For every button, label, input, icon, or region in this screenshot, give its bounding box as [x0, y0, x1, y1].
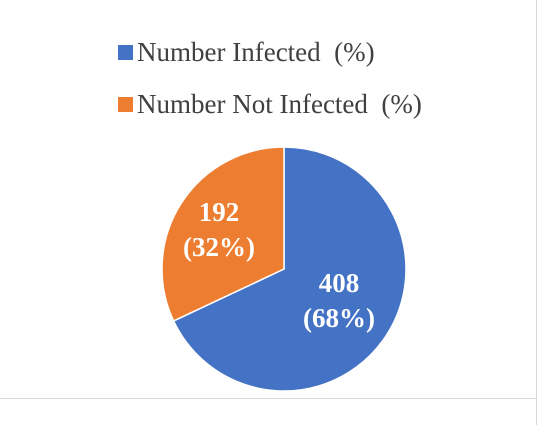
chart-legend: Number Infected (%) Number Not Infected …	[118, 26, 422, 130]
data-label-value-infected: 408	[319, 268, 360, 298]
legend-item-not-infected: Number Not Infected (%)	[118, 78, 422, 130]
data-label-not-infected: 192 (32%)	[183, 197, 255, 262]
data-label-percent-not-infected: (32%)	[183, 232, 255, 262]
plot-frame-bottom-edge	[0, 398, 537, 399]
plot-frame-right-edge	[536, 0, 537, 425]
legend-item-infected: Number Infected (%)	[118, 26, 422, 78]
legend-label-not-infected: Number Not Infected (%)	[137, 88, 422, 119]
pie-slice-infected	[172, 146, 407, 392]
data-label-infected: 408 (68%)	[303, 268, 375, 333]
legend-label-infected: Number Infected (%)	[137, 36, 375, 67]
data-label-percent-infected: (68%)	[303, 303, 375, 333]
legend-swatch-not-infected	[118, 96, 133, 112]
data-label-value-not-infected: 192	[199, 197, 240, 227]
legend-swatch-infected	[118, 44, 133, 60]
pie-slice-not-infected	[161, 146, 285, 322]
pie-slices	[161, 146, 407, 392]
pie-data-labels: 408 (68%) 192 (32%)	[183, 197, 375, 333]
